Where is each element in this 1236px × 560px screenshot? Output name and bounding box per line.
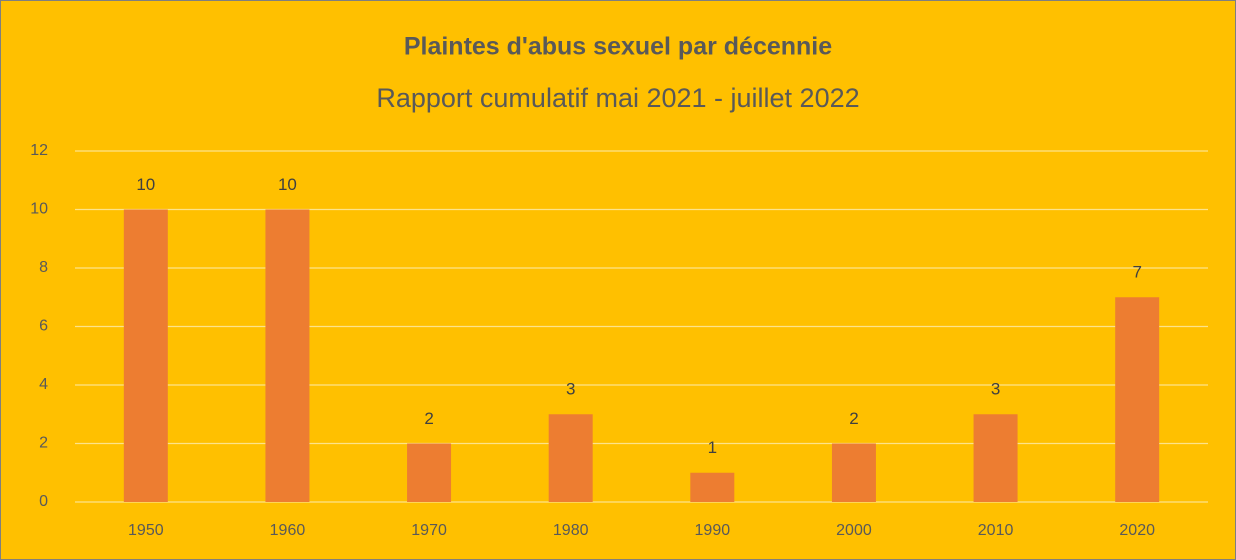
data-label: 3	[566, 380, 575, 399]
data-label: 2	[849, 409, 858, 428]
bar	[407, 443, 452, 502]
chart-title: Plaintes d'abus sexuel par décennie	[404, 33, 832, 61]
x-tick-label: 1950	[128, 522, 164, 539]
data-label: 10	[136, 175, 155, 194]
x-tick-label: 2000	[836, 522, 872, 539]
bar	[1115, 297, 1160, 502]
bar	[548, 414, 593, 502]
data-label: 7	[1132, 263, 1141, 282]
y-tick-label: 4	[39, 376, 48, 393]
data-label: 2	[424, 409, 433, 428]
x-tick-label: 2020	[1119, 522, 1155, 539]
bar	[973, 414, 1018, 502]
bar	[265, 209, 310, 502]
bar	[690, 472, 735, 502]
data-label: 3	[991, 380, 1000, 399]
bar	[831, 443, 876, 502]
y-tick-label: 2	[39, 435, 48, 452]
x-tick-label: 1970	[411, 522, 447, 539]
x-tick-label: 1990	[695, 522, 731, 539]
x-tick-label: 1980	[553, 522, 589, 539]
y-tick-label: 10	[30, 201, 48, 218]
bar	[123, 209, 168, 502]
y-tick-label: 8	[39, 259, 48, 276]
y-tick-label: 0	[39, 493, 48, 510]
chart-subtitle: Rapport cumulatif mai 2021 - juillet 202…	[376, 83, 859, 113]
y-tick-label: 12	[30, 142, 48, 159]
data-label: 10	[278, 175, 297, 194]
x-tick-label: 1960	[270, 522, 306, 539]
data-label: 1	[708, 438, 717, 457]
y-tick-label: 6	[39, 318, 48, 335]
x-tick-label: 2010	[978, 522, 1014, 539]
